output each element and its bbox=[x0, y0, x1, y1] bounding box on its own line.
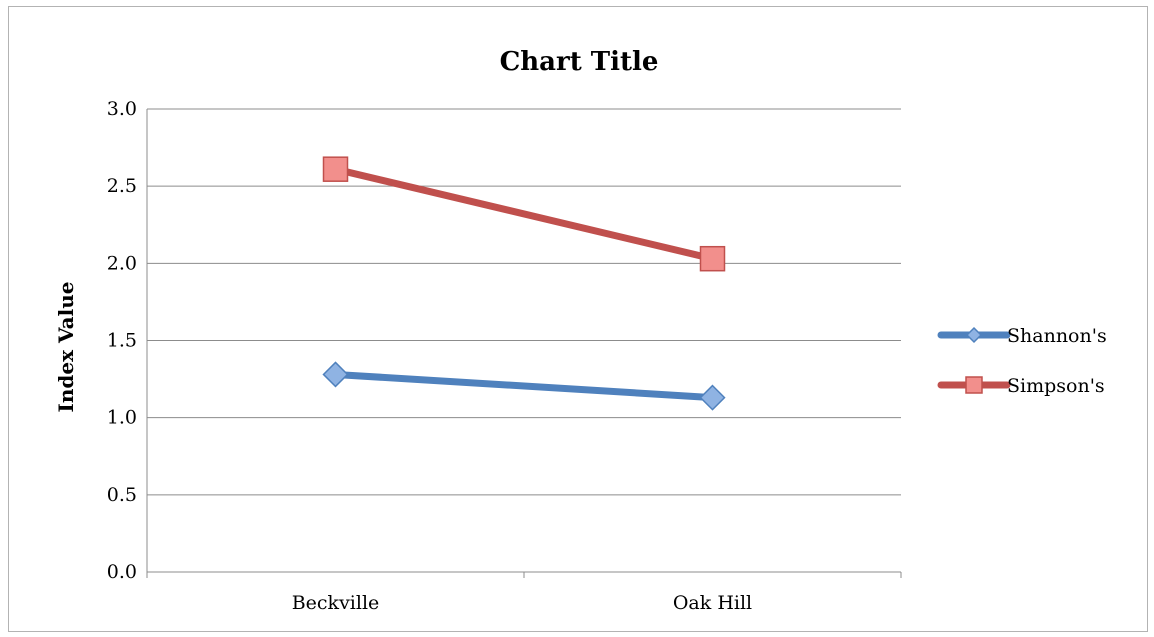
series-line-1 bbox=[332, 165, 716, 263]
y-tick-label: 1.5 bbox=[107, 330, 137, 352]
y-axis-label: Index Value bbox=[54, 282, 78, 413]
y-tick-label: 2.0 bbox=[107, 252, 137, 274]
x-tick-label: Oak Hill bbox=[673, 592, 752, 614]
legend-marker-1 bbox=[965, 376, 983, 394]
legend-item-0: Shannon's bbox=[937, 325, 1107, 347]
data-point-0-0 bbox=[322, 361, 349, 388]
y-tick-label: 0.5 bbox=[107, 484, 137, 506]
chart-title: Chart Title bbox=[500, 47, 659, 77]
legend: Shannon's Simpson's bbox=[937, 325, 1107, 397]
series-1 bbox=[322, 156, 726, 272]
y-tick-label: 0.0 bbox=[107, 561, 137, 583]
series-layer bbox=[322, 156, 726, 411]
chart-frame: Chart Title Index Value 0.0 0.5 1.0 1.5 2.0 2… bbox=[8, 6, 1148, 632]
data-point-1-0 bbox=[322, 156, 349, 182]
y-tick-label: 2.5 bbox=[107, 175, 137, 197]
y-tick-label: 1.0 bbox=[107, 407, 137, 429]
legend-item-1: Simpson's bbox=[937, 375, 1105, 397]
legend-label: Shannon's bbox=[1007, 325, 1107, 347]
legend-marker-0 bbox=[965, 326, 983, 344]
data-point-1-1 bbox=[699, 245, 726, 272]
series-line-0 bbox=[332, 370, 716, 402]
series-0 bbox=[322, 361, 726, 411]
y-tick-label: 3.0 bbox=[107, 98, 137, 120]
gridlines bbox=[147, 108, 901, 573]
x-tick-label: Beckville bbox=[292, 592, 380, 614]
axes: 0.0 0.5 1.0 1.5 2.0 2.5 3.0 Beckville Oak Hill bbox=[107, 98, 902, 614]
data-point-0-1 bbox=[699, 384, 726, 411]
line-chart: Chart Title Index Value 0.0 0.5 1.0 1.5 2.0 2… bbox=[54, 47, 1107, 614]
legend-label: Simpson's bbox=[1007, 375, 1105, 397]
